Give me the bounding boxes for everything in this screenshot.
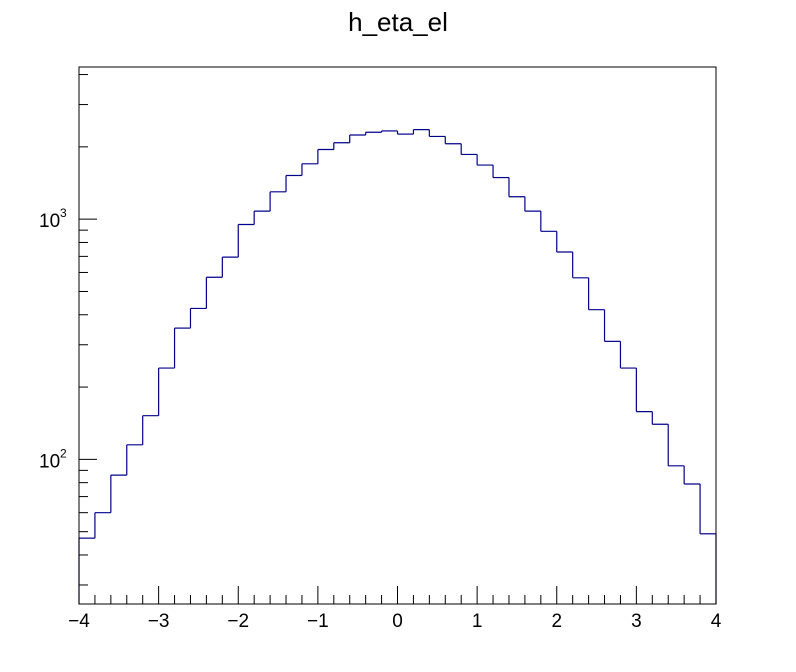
x-tick-label: −4 [68, 611, 90, 632]
y-tick-label: 10 [39, 451, 60, 472]
x-tick-label: −3 [148, 611, 170, 632]
y-tick-exponent: 3 [60, 206, 67, 220]
x-tick-label: 3 [631, 611, 642, 632]
y-tick-label: 10 [39, 211, 60, 232]
y-tick-exponent: 2 [60, 446, 67, 460]
x-tick-label: 2 [551, 611, 562, 632]
x-tick-label: −1 [307, 611, 329, 632]
x-tick-label: 0 [392, 611, 403, 632]
plot-frame [78, 66, 717, 605]
x-tick-label: −2 [227, 611, 249, 632]
chart-title: h_eta_el [348, 7, 448, 37]
x-tick-label: 4 [711, 611, 722, 632]
x-tick-label: 1 [472, 611, 483, 632]
